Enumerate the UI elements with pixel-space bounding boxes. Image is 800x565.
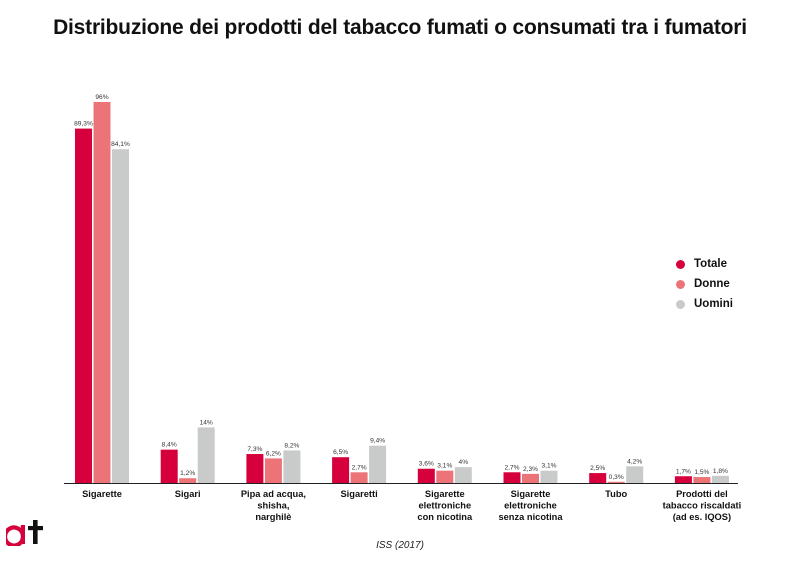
legend-swatch-totale xyxy=(676,259,685,269)
category-label-7: Prodotti del tabacco riscaldati (ad es. IQ… xyxy=(663,489,742,522)
data-label-totale-3: 6,5% xyxy=(333,449,348,456)
data-label-uomini-4: 4% xyxy=(459,459,469,466)
bar-totale-2 xyxy=(246,454,264,483)
bar-totale-4 xyxy=(417,468,435,483)
bar-uomini-3 xyxy=(369,445,387,483)
category-label-0: Sigarette xyxy=(82,489,122,499)
bar-totale-0 xyxy=(75,128,92,483)
bar-donne-5 xyxy=(522,473,539,483)
source-note: ISS (2017) xyxy=(376,540,424,551)
data-label-donne-4: 3,1% xyxy=(437,463,452,470)
bar-uomini-2 xyxy=(283,450,301,483)
bar-uomini-6 xyxy=(626,466,644,483)
bar-uomini-1 xyxy=(197,427,215,483)
data-label-totale-2: 7,3% xyxy=(247,446,262,453)
data-label-totale-6: 2,5% xyxy=(590,465,605,472)
category-label-1: Sigari xyxy=(175,489,201,499)
bar-donne-1 xyxy=(179,478,197,483)
chart-title: Distribuzione dei prodotti del tabacco f… xyxy=(53,16,747,39)
data-label-uomini-2: 8,2% xyxy=(284,442,299,449)
bar-donne-0 xyxy=(93,102,111,483)
legend-swatch-donne xyxy=(676,279,685,289)
legend-label-donne: Donne xyxy=(694,278,730,290)
bar-totale-7 xyxy=(674,476,692,483)
bar-uomini-4 xyxy=(454,467,472,483)
bar-totale-5 xyxy=(503,472,521,483)
data-label-totale-4: 3,6% xyxy=(419,461,434,468)
data-label-donne-6: 0,3% xyxy=(609,474,624,481)
bar-uomini-7 xyxy=(711,475,729,483)
data-label-donne-7: 1,5% xyxy=(694,469,709,476)
data-label-uomini-0: 84,1% xyxy=(111,141,130,148)
data-label-totale-7: 1,7% xyxy=(676,468,691,475)
bar-totale-6 xyxy=(589,473,607,483)
bar-donne-7 xyxy=(693,477,711,483)
legend-label-totale: Totale xyxy=(694,258,728,270)
legend-label-uomini: Uomini xyxy=(694,298,733,310)
data-label-donne-2: 6,2% xyxy=(266,450,281,457)
bar-totale-1 xyxy=(160,449,178,483)
data-label-uomini-1: 14% xyxy=(200,419,213,426)
category-label-6: Tubo xyxy=(605,489,627,499)
data-label-donne-0: 96% xyxy=(95,94,108,101)
category-label-2: Pipa ad acqua, shisha, narghilè xyxy=(241,489,306,522)
bar-uomini-0 xyxy=(112,149,129,483)
data-label-totale-0: 89,3% xyxy=(74,121,93,128)
data-label-totale-1: 8,4% xyxy=(162,442,177,449)
data-label-uomini-5: 3,1% xyxy=(541,463,556,470)
at-logo xyxy=(6,520,43,546)
category-label-3: Sigaretti xyxy=(340,489,377,499)
data-label-uomini-3: 9,4% xyxy=(370,438,385,445)
data-label-donne-3: 2,7% xyxy=(352,464,367,471)
bar-donne-6 xyxy=(607,481,625,483)
legend-item-uomini: Uomini xyxy=(676,294,733,314)
bar-donne-3 xyxy=(350,472,368,483)
bar-donne-2 xyxy=(264,458,282,483)
category-label-4: Sigarette elettroniche con nicotina xyxy=(417,489,473,522)
bar-donne-4 xyxy=(436,470,454,483)
data-label-uomini-6: 4,2% xyxy=(627,458,642,465)
data-label-donne-1: 1,2% xyxy=(180,470,195,477)
legend-item-totale: Totale xyxy=(676,254,733,274)
category-label-5: Sigarette elettroniche senza nicotina xyxy=(498,489,563,522)
data-label-uomini-7: 1,8% xyxy=(713,468,728,475)
legend: Totale Donne Uomini xyxy=(676,254,733,314)
legend-swatch-uomini xyxy=(676,299,685,309)
data-label-totale-5: 2,7% xyxy=(504,464,519,471)
data-label-donne-5: 2,3% xyxy=(523,466,538,473)
bar-totale-3 xyxy=(332,457,350,483)
bar-uomini-5 xyxy=(540,470,558,483)
legend-item-donne: Donne xyxy=(676,274,733,294)
